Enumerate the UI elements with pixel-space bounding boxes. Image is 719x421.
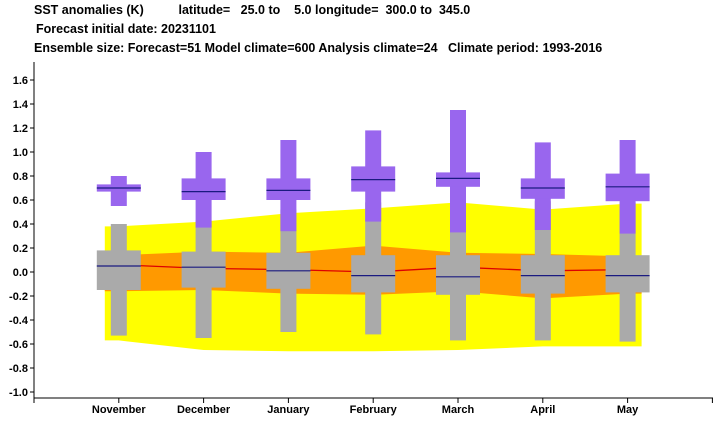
x-tick-label: March xyxy=(442,404,475,416)
x-tick-label: May xyxy=(617,404,639,416)
y-tick-label: -0.2 xyxy=(9,291,28,303)
forecast-box xyxy=(605,173,650,202)
x-tick-label: February xyxy=(350,404,398,416)
model-climate-box xyxy=(96,250,141,290)
y-tick-label: 1.2 xyxy=(13,123,28,135)
y-tick-label: 1.6 xyxy=(13,75,28,87)
model-climate-box xyxy=(605,255,650,293)
model-climate-box xyxy=(351,255,396,293)
model-climate-box xyxy=(436,255,480,295)
model-climate-box xyxy=(181,251,226,288)
chart-header: SST anomalies (K) latitude= 25.0 to 5.0 … xyxy=(0,0,719,60)
y-tick-label: -0.4 xyxy=(9,315,29,327)
chart-title: SST anomalies (K) latitude= 25.0 to 5.0 … xyxy=(34,3,471,17)
forecast-box xyxy=(266,178,311,200)
axes: -1.0 -0.8 -0.6 -0.4 -0.2 0.0 0.2 0.4 0.6 0.8 1.0 1.… xyxy=(9,62,713,416)
box-plots xyxy=(96,110,650,342)
y-tick-label: 0.6 xyxy=(13,195,28,207)
x-tick-label: January xyxy=(267,404,310,416)
y-tick-label: 0.2 xyxy=(13,243,28,255)
x-tick-label: December xyxy=(177,404,231,416)
forecast-box xyxy=(436,172,480,187)
model-climate-box xyxy=(520,255,565,294)
forecast-whisker xyxy=(450,110,466,233)
y-tick-label: -0.6 xyxy=(9,339,28,351)
y-tick-label: 1.4 xyxy=(13,99,29,111)
y-tick-label: -1.0 xyxy=(9,387,28,399)
x-tick-label: November xyxy=(92,404,147,416)
forecast-box xyxy=(181,178,226,200)
forecast-date: Forecast initial date: 20231101 xyxy=(36,22,216,36)
x-tick-label: April xyxy=(530,404,555,416)
y-tick-label: 0.4 xyxy=(13,219,29,231)
y-tick-label: 1.0 xyxy=(13,147,28,159)
y-tick-label: 0.0 xyxy=(13,267,28,279)
y-tick-label: 0.8 xyxy=(13,171,28,183)
y-tick-label: -0.8 xyxy=(9,363,28,375)
ensemble-info: Ensemble size: Forecast=51 Model climate… xyxy=(34,41,603,55)
